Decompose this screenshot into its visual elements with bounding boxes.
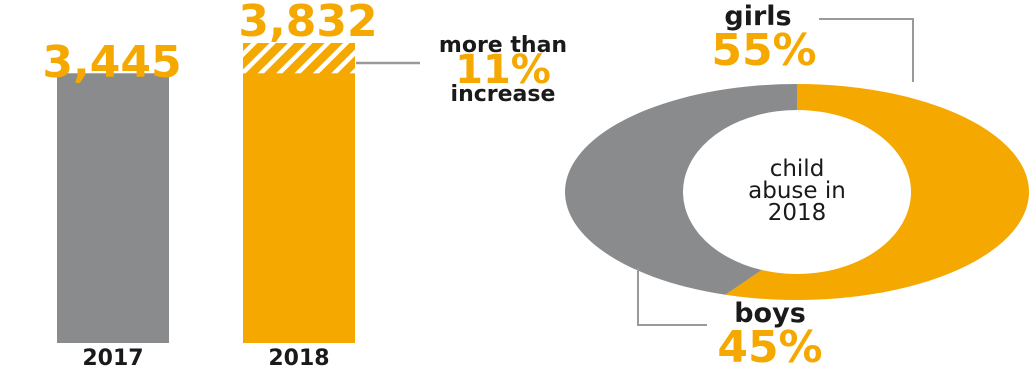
donut-chart [564,84,1029,300]
center-label-line-2: abuse in [748,178,846,204]
girls-slice-label: girls 55% [711,1,914,82]
center-label-line-3: 2018 [768,200,827,226]
increase-prefix: more than [439,33,567,58]
bar-category-label: 2017 [82,346,143,369]
increase-suffix: increase [451,82,556,107]
boys-leader-line [637,268,707,326]
center-label-line-1: child [770,156,825,182]
donut-slice-boys [564,84,797,295]
girls-label: girls [724,1,791,32]
donut-center-label: child abuse in 2018 [748,156,846,226]
girls-percent: 55% [711,25,816,76]
bar-category-label: 2018 [268,346,329,369]
girls-leader-line [819,18,914,82]
bar-2017 [57,73,169,344]
boys-slice-label: boys 45% [637,268,823,369]
bar-value-label: 3,445 [42,37,181,88]
increase-annotation: more than 11% increase [356,33,567,107]
bar-2018 [243,43,355,343]
boys-percent: 45% [717,322,822,369]
bar-increase-segment [243,43,355,74]
boys-label: boys [734,298,806,329]
increase-value: 11% [455,47,551,93]
bar-chart: 3,445 2017 3,832 2018 [42,0,377,369]
donut-slice-girls [725,84,1029,300]
bar-value-label: 3,832 [238,0,377,47]
